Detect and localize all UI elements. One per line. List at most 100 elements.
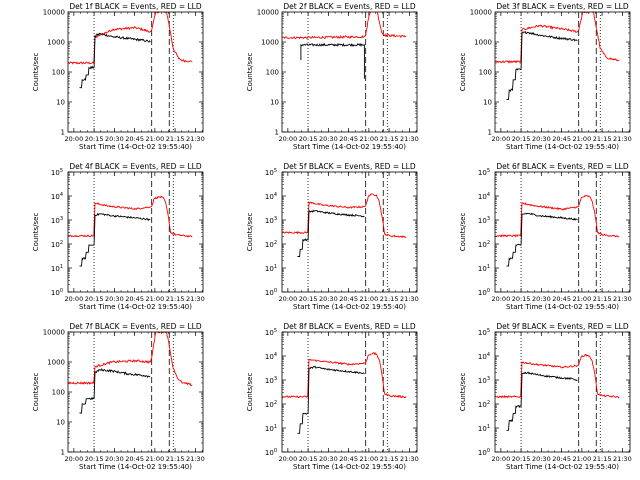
- x-tick-label: 21:30: [400, 455, 419, 463]
- y-tick-label: 100: [266, 69, 279, 77]
- events-series-line: [506, 371, 578, 431]
- lld-series-line: [68, 12, 193, 65]
- y-tick-label: 104: [51, 192, 63, 201]
- x-tick-label: 20:00: [64, 295, 83, 303]
- y-tick-exponent: 2: [487, 240, 490, 246]
- x-tick-label: 20:45: [125, 455, 144, 463]
- y-tick-exponent: 3: [487, 376, 490, 382]
- events-series-line: [79, 367, 151, 414]
- y-tick-exponent: 5: [274, 168, 277, 174]
- y-tick-label: 103: [265, 216, 277, 225]
- x-axis-label: Start Time (14-Oct-02 19:55:40): [79, 463, 192, 471]
- plot-frame: [67, 331, 204, 453]
- x-tick-label: 20:00: [491, 135, 510, 143]
- y-axis-label: Counts/sec: [32, 213, 40, 252]
- x-tick-label: 20:00: [278, 455, 297, 463]
- y-tick-label: 104: [265, 192, 277, 201]
- x-tick-label: 21:15: [380, 455, 399, 463]
- series-group: [68, 332, 193, 414]
- x-tick-label: 20:45: [339, 135, 358, 143]
- y-tick-exponent: 2: [274, 240, 277, 246]
- chart-title: Det 1f BLACK = Events, RED = LLD: [69, 2, 202, 11]
- x-tick-label: 20:30: [532, 295, 551, 303]
- y-tick-exponent: 4: [274, 352, 277, 358]
- x-axis-label: Start Time (14-Oct-02 19:55:40): [293, 303, 406, 311]
- y-tick-label: 100: [265, 448, 277, 457]
- y-tick-exponent: 0: [487, 288, 490, 294]
- events-series-line: [506, 31, 578, 101]
- x-axis-label: Start Time (14-Oct-02 19:55:40): [506, 303, 619, 311]
- x-tick-label: 20:45: [552, 295, 571, 303]
- y-tick-label: 101: [478, 264, 490, 273]
- y-tick-label: 100: [479, 69, 492, 77]
- x-tick-label: 21:00: [359, 455, 378, 463]
- x-tick-label: 20:30: [105, 455, 124, 463]
- x-tick-label: 20:00: [278, 295, 297, 303]
- chart-panel: Det 9f BLACK = Events, RED = LLD Counts/s…: [459, 322, 632, 471]
- y-axis-label: Counts/sec: [459, 373, 467, 412]
- y-axis-label: Counts/sec: [246, 53, 254, 92]
- series-group: [495, 353, 620, 431]
- x-tick-label: 21:30: [613, 135, 632, 143]
- y-tick-label: 105: [478, 168, 490, 177]
- plot-frame: [67, 11, 204, 133]
- lld-series-line: [68, 332, 193, 387]
- chart-title: Det 4f BLACK = Events, RED = LLD: [69, 162, 202, 171]
- y-tick-label: 103: [51, 216, 63, 225]
- y-tick-label: 102: [51, 240, 63, 249]
- y-tick-exponent: 3: [487, 216, 490, 222]
- y-tick-label: 105: [265, 328, 277, 337]
- x-tick-label: 21:15: [593, 135, 612, 143]
- y-tick-label: 101: [51, 264, 63, 273]
- y-tick-label: 105: [51, 168, 63, 177]
- y-tick-exponent: 4: [274, 192, 277, 198]
- x-tick-label: 20:15: [299, 135, 318, 143]
- plot-frame: [494, 11, 631, 133]
- plot-frame: [67, 171, 204, 293]
- plot-frame: [494, 331, 631, 453]
- x-tick-label: 20:15: [85, 135, 104, 143]
- x-tick-label: 20:30: [105, 295, 124, 303]
- events-series-line: [79, 32, 151, 89]
- x-tick-label: 21:00: [145, 455, 164, 463]
- y-tick-label: 104: [478, 352, 490, 361]
- y-tick-exponent: 3: [60, 216, 63, 222]
- y-tick-label: 102: [478, 240, 490, 249]
- x-tick-label: 21:15: [166, 295, 185, 303]
- y-tick-exponent: 0: [60, 288, 63, 294]
- y-axis-label: Counts/sec: [459, 53, 467, 92]
- x-tick-label: 21:00: [572, 455, 591, 463]
- lld-series-line: [282, 12, 407, 40]
- x-tick-label: 20:15: [299, 295, 318, 303]
- chart-title: Det 5f BLACK = Events, RED = LLD: [283, 162, 416, 171]
- series-group: [68, 195, 193, 267]
- chart-panel: Det 3f BLACK = Events, RED = LLD Counts/s…: [459, 2, 632, 151]
- y-tick-label: 1000: [47, 39, 65, 47]
- y-tick-label: 1000: [47, 359, 65, 367]
- y-axis-label: Counts/sec: [246, 213, 254, 252]
- plot-frame: [281, 11, 418, 133]
- x-tick-label: 21:15: [380, 295, 399, 303]
- y-tick-exponent: 2: [487, 400, 490, 406]
- x-tick-label: 21:00: [145, 135, 164, 143]
- x-tick-label: 20:00: [278, 135, 297, 143]
- y-tick-label: 1: [488, 129, 492, 137]
- lld-series-line: [282, 193, 407, 239]
- y-tick-label: 100: [478, 288, 490, 297]
- x-tick-label: 21:30: [400, 295, 419, 303]
- y-tick-exponent: 1: [487, 424, 490, 430]
- x-tick-label: 20:30: [105, 135, 124, 143]
- x-tick-label: 20:15: [85, 455, 104, 463]
- y-tick-label: 1000: [261, 39, 279, 47]
- x-tick-label: 20:15: [299, 455, 318, 463]
- y-tick-exponent: 5: [487, 168, 490, 174]
- x-tick-label: 21:30: [186, 135, 205, 143]
- x-tick-label: 20:15: [512, 135, 531, 143]
- y-tick-label: 103: [265, 376, 277, 385]
- chart-panel: Det 4f BLACK = Events, RED = LLD Counts/s…: [32, 162, 205, 311]
- y-tick-exponent: 0: [274, 288, 277, 294]
- x-tick-label: 21:15: [380, 135, 399, 143]
- y-tick-exponent: 1: [274, 424, 277, 430]
- events-series-line: [506, 212, 578, 267]
